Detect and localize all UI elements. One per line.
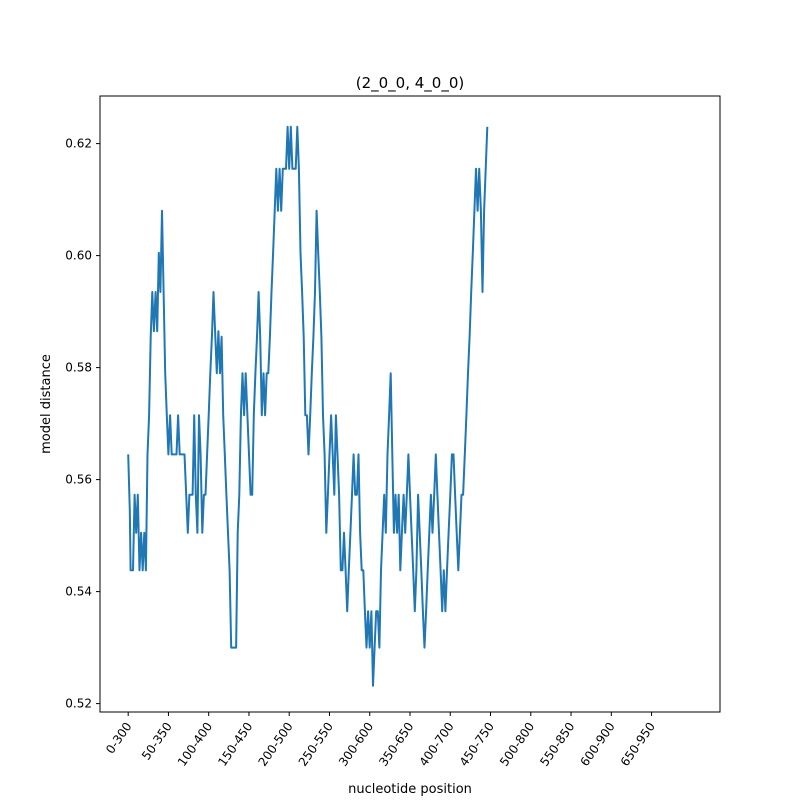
x-tick-label: 550-850 — [537, 720, 577, 769]
y-axis-label: model distance — [39, 354, 54, 454]
x-tick-label: 150-450 — [215, 720, 255, 769]
x-tick-label: 300-600 — [336, 720, 376, 769]
y-axis: 0.52 0.54 0.56 0.58 0.60 0.62 — [65, 137, 100, 711]
y-tick-label: 0.62 — [65, 137, 92, 151]
x-tick-label: 0-300 — [103, 720, 134, 757]
x-axis: 0-300 50-350 100-400 150-450 200-500 250-550 3… — [103, 712, 658, 769]
series-line — [127, 125, 489, 687]
plot-area — [127, 125, 489, 687]
y-tick-label: 0.60 — [65, 249, 92, 263]
x-tick-label: 100-400 — [175, 720, 215, 769]
x-tick-label: 600-900 — [578, 720, 618, 769]
x-tick-label: 250-550 — [296, 720, 336, 769]
x-tick-label: 400-700 — [416, 720, 456, 769]
x-axis-label: nucleotide position — [348, 782, 472, 797]
x-tick-label: 500-800 — [497, 720, 537, 769]
x-tick-label: 50-350 — [139, 720, 175, 763]
y-tick-label: 0.54 — [65, 585, 92, 599]
axes-frame — [99, 95, 721, 713]
x-tick-label: 200-500 — [255, 720, 295, 769]
x-tick-label: 450-750 — [457, 720, 497, 769]
x-tick-label: 650-950 — [618, 720, 658, 769]
y-tick-label: 0.58 — [65, 361, 92, 375]
y-tick-label: 0.52 — [65, 697, 92, 711]
chart-title: (2_0_0, 4_0_0) — [356, 74, 465, 93]
x-tick-label: 350-650 — [376, 720, 416, 769]
y-tick-label: 0.56 — [65, 473, 92, 487]
